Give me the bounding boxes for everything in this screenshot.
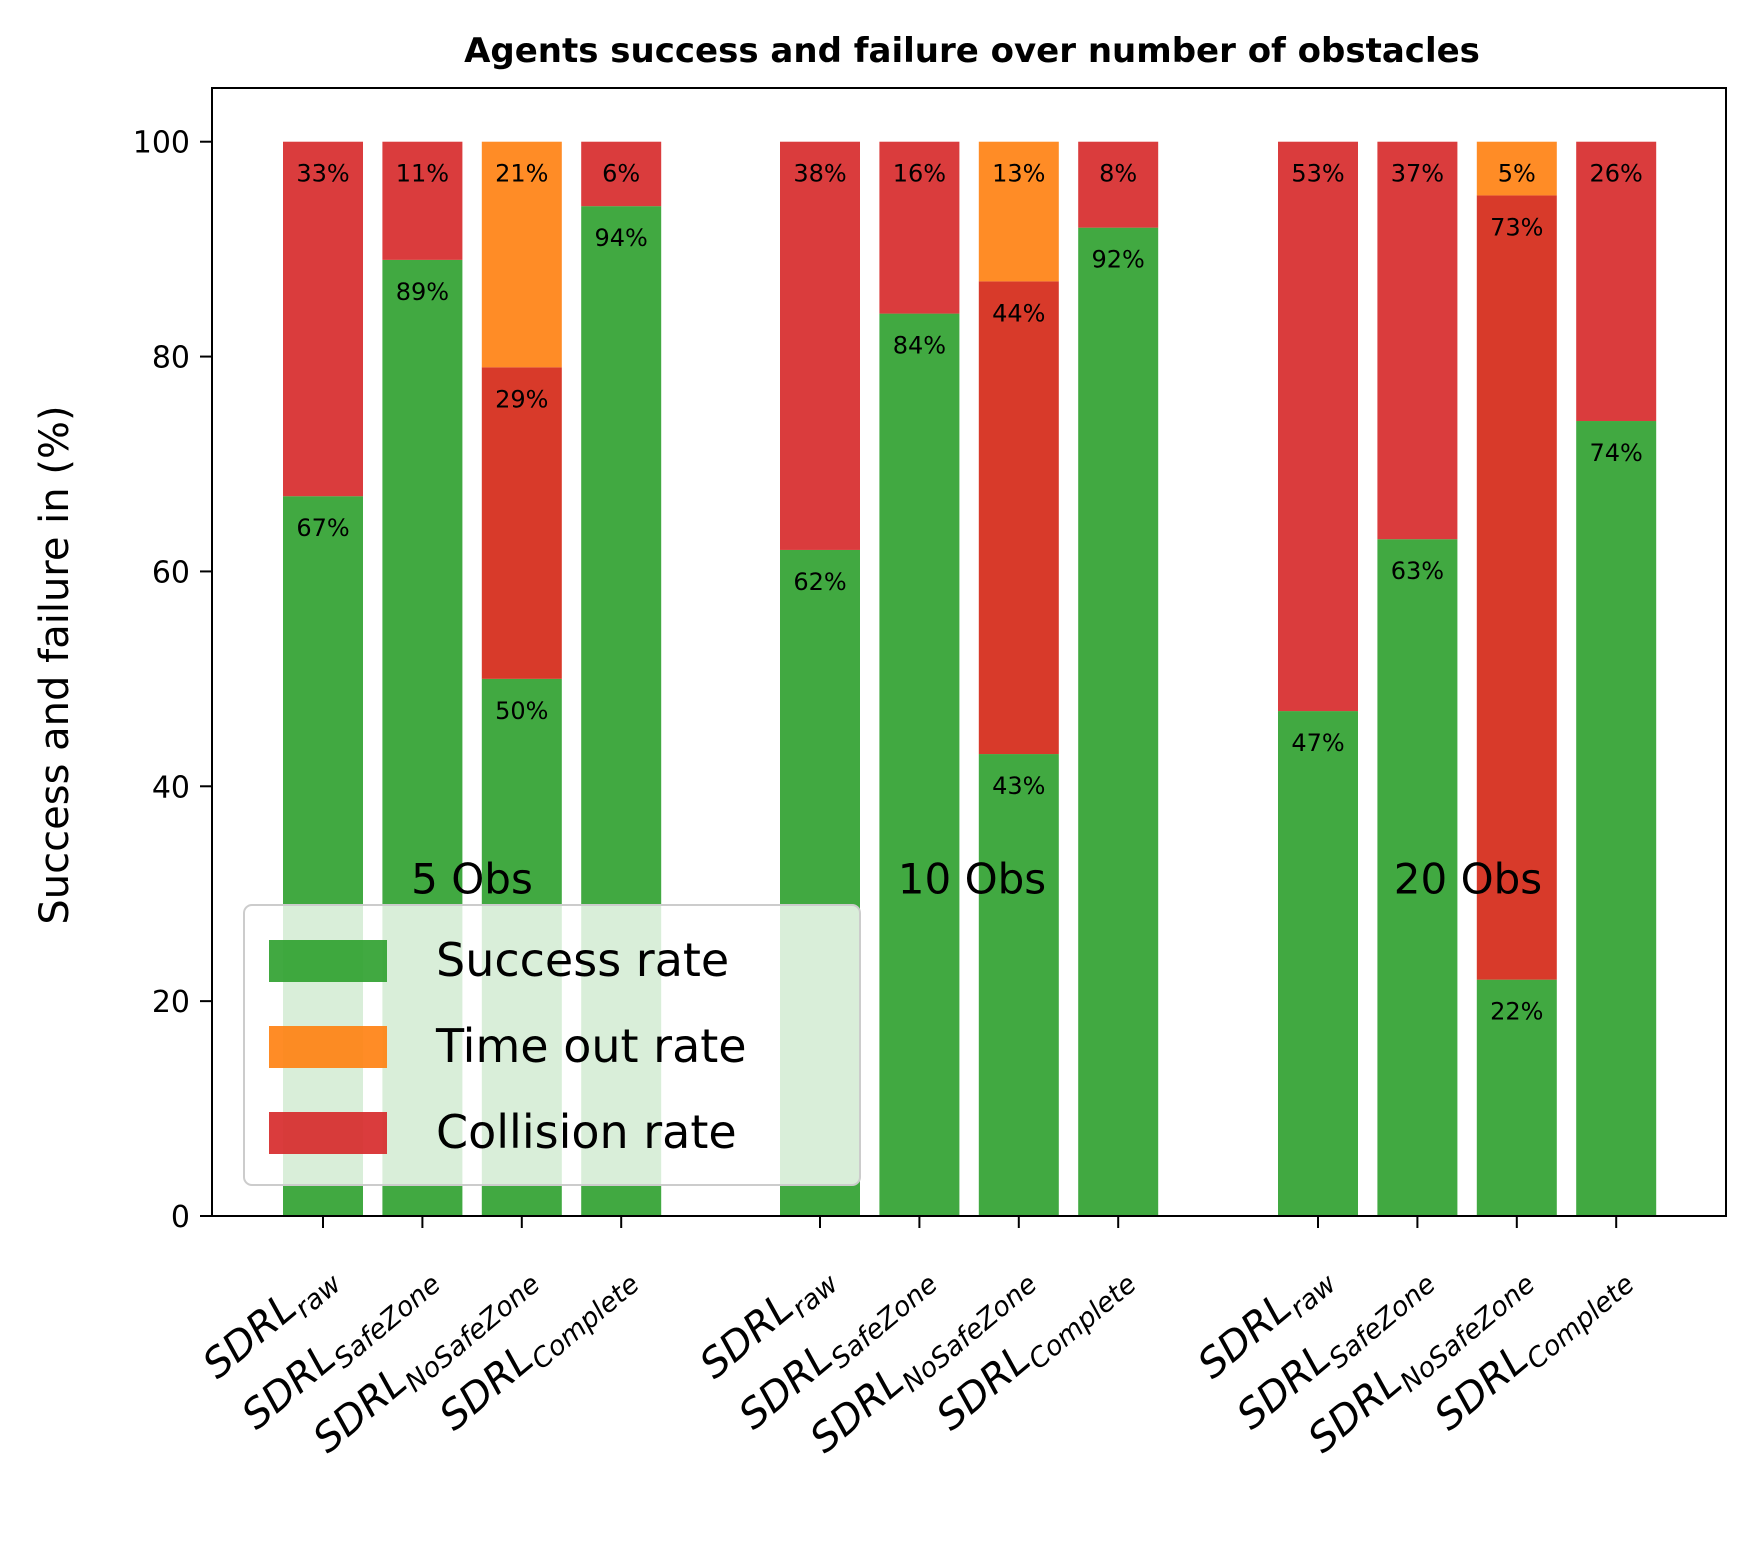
bar-collision-2-1 bbox=[1377, 141, 1458, 540]
group-label-0: 5 Obs bbox=[411, 855, 533, 904]
plot-frame bbox=[211, 87, 1727, 1217]
y-tick-label: 40 bbox=[152, 770, 190, 805]
label-success-2-3: 74% bbox=[1590, 439, 1643, 467]
x-tick-label-sub: Complete bbox=[526, 1269, 646, 1376]
label-collision-2-0: 53% bbox=[1291, 160, 1344, 188]
y-tick-label: 20 bbox=[152, 985, 190, 1020]
label-collision-1-1: 16% bbox=[893, 160, 946, 188]
label-success-2-1: 63% bbox=[1391, 557, 1444, 585]
label-success-2-0: 47% bbox=[1291, 729, 1344, 757]
label-collision-1-2: 44% bbox=[992, 299, 1045, 327]
bar-collision-1-3 bbox=[1078, 141, 1159, 228]
label-timeout-0-2: 21% bbox=[495, 160, 548, 188]
bar-collision-2-0 bbox=[1278, 141, 1358, 712]
legend-label-timeout: Time out rate bbox=[435, 1019, 747, 1073]
x-tick-label-sub: Complete bbox=[1521, 1269, 1641, 1376]
legend-label-collision: Collision rate bbox=[436, 1105, 737, 1159]
x-tick-label-sub: Complete bbox=[1023, 1269, 1143, 1376]
legend-label-success: Success rate bbox=[436, 933, 729, 987]
label-success-1-3: 92% bbox=[1092, 246, 1145, 274]
label-success-0-0: 67% bbox=[296, 514, 349, 542]
legend: Success rate Time out rate Collision rate bbox=[243, 904, 861, 1186]
label-success-2-2: 22% bbox=[1490, 998, 1543, 1026]
label-collision-1-0: 38% bbox=[793, 160, 846, 188]
bar-success-2-0 bbox=[1278, 711, 1358, 1216]
y-tick-label: 100 bbox=[133, 126, 190, 161]
bar-success-2-2 bbox=[1476, 979, 1557, 1216]
legend-swatch-timeout bbox=[269, 1026, 387, 1068]
label-success-1-0: 62% bbox=[793, 568, 846, 596]
bar-timeout-0-2 bbox=[481, 141, 562, 368]
value-labels-layer: 67% 33% 89% 11% 50% 29% 21% 94% 6% 62% 38% 84% 16% 43… bbox=[296, 160, 1643, 1026]
label-timeout-2-2: 5% bbox=[1498, 160, 1536, 188]
label-success-0-1: 89% bbox=[396, 278, 449, 306]
label-success-0-2: 50% bbox=[495, 697, 548, 725]
label-collision-1-3: 8% bbox=[1099, 160, 1137, 188]
chart-title: Agents success and failure over number o… bbox=[464, 31, 1480, 71]
label-collision-2-3: 26% bbox=[1590, 160, 1643, 188]
bar-success-2-3 bbox=[1576, 421, 1657, 1216]
y-axis-label: Success and failure in (%) bbox=[32, 405, 78, 924]
legend-swatch-success bbox=[269, 940, 387, 982]
legend-swatch-collision bbox=[269, 1112, 387, 1154]
group-labels-layer: 5 Obs 10 Obs 20 Obs bbox=[411, 855, 1542, 904]
bar-success-1-3 bbox=[1078, 227, 1159, 1216]
bar-timeout-2-2 bbox=[1476, 141, 1557, 196]
label-collision-2-1: 37% bbox=[1391, 160, 1444, 188]
bar-success-1-1 bbox=[879, 313, 960, 1217]
bar-collision-0-3 bbox=[581, 141, 662, 207]
y-tick-label: 80 bbox=[152, 341, 190, 376]
label-collision-0-2: 29% bbox=[495, 385, 548, 413]
group-label-1: 10 Obs bbox=[898, 855, 1046, 904]
bar-collision-1-0 bbox=[780, 141, 860, 550]
label-success-0-3: 94% bbox=[595, 224, 648, 252]
label-collision-0-3: 6% bbox=[602, 160, 640, 188]
y-tick-label: 60 bbox=[152, 555, 190, 590]
y-tick-label: 0 bbox=[171, 1200, 190, 1235]
label-timeout-1-2: 13% bbox=[992, 160, 1045, 188]
label-success-1-2: 43% bbox=[992, 772, 1045, 800]
bar-collision-1-2 bbox=[978, 281, 1059, 755]
bar-collision-1-1 bbox=[879, 141, 960, 314]
label-collision-0-1: 11% bbox=[396, 160, 449, 188]
bar-success-2-1 bbox=[1377, 539, 1458, 1216]
legend-box bbox=[243, 904, 861, 1186]
label-success-1-1: 84% bbox=[893, 332, 946, 360]
bar-collision-2-3 bbox=[1576, 141, 1657, 422]
bar-success-1-2 bbox=[978, 754, 1059, 1216]
group-label-2: 20 Obs bbox=[1394, 855, 1542, 904]
bar-collision-0-1 bbox=[382, 141, 463, 260]
bar-timeout-1-2 bbox=[978, 141, 1059, 282]
label-collision-2-2: 73% bbox=[1490, 213, 1543, 241]
label-collision-0-0: 33% bbox=[296, 160, 349, 188]
bar-collision-2-2 bbox=[1476, 195, 1557, 980]
bar-collision-0-2 bbox=[481, 367, 562, 679]
bar-collision-0-0 bbox=[283, 141, 363, 497]
